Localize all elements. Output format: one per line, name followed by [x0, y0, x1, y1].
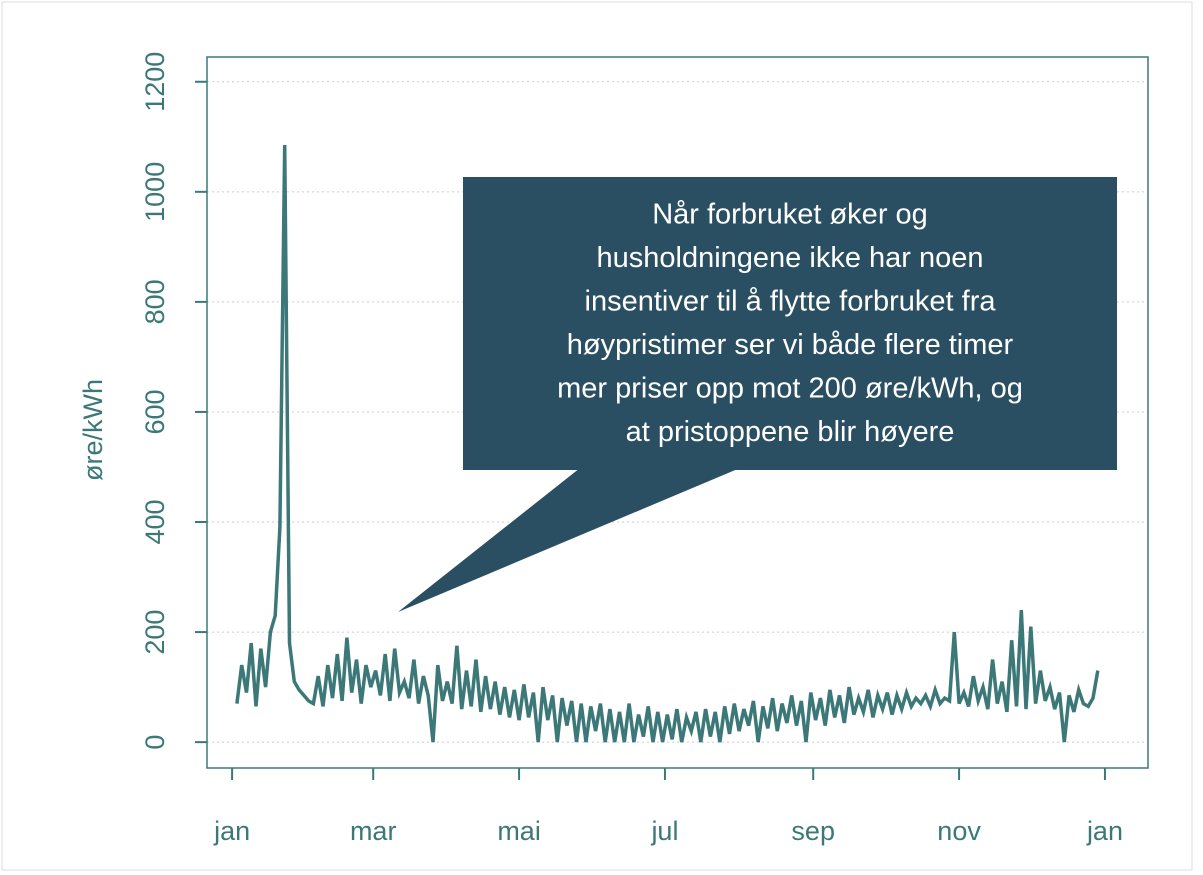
x-tick-label: jan [1086, 816, 1123, 846]
y-tick-label: 800 [140, 279, 170, 324]
x-tick-label: jan [213, 816, 250, 846]
annotation-line: Når forbruket øker og [652, 199, 928, 231]
y-tick-label: 1200 [140, 52, 170, 112]
y-tick-label: 200 [140, 610, 170, 655]
annotation-line: mer priser opp mot 200 øre/kWh, og [557, 373, 1023, 405]
callout-box [463, 177, 1117, 470]
x-tick-label: sep [791, 816, 835, 846]
x-tick-label: mai [497, 816, 541, 846]
x-tick-label: nov [937, 816, 981, 846]
y-tick-label: 1000 [140, 162, 170, 222]
y-tick-label: 400 [140, 499, 170, 544]
y-tick-label: 600 [140, 389, 170, 434]
annotation-line: husholdningene ikke har noen [597, 242, 984, 274]
annotation-line: insentiver til å flytte forbruket fra [585, 286, 997, 318]
y-tick-label: 0 [140, 735, 170, 750]
annotation-line: at pristoppene blir høyere [626, 416, 955, 448]
price-line [235, 144, 1100, 743]
annotation: Når forbruket øker og husholdningene ikke… [398, 177, 1117, 612]
x-tick-label: jul [650, 816, 678, 846]
x-tick-label: mar [350, 816, 397, 846]
plot-border [206, 56, 1149, 769]
y-axis-label: øre/kWh [78, 379, 108, 481]
annotation-line: høypristimer ser vi både flere timer [567, 329, 1014, 361]
callout-pointer [398, 468, 740, 612]
